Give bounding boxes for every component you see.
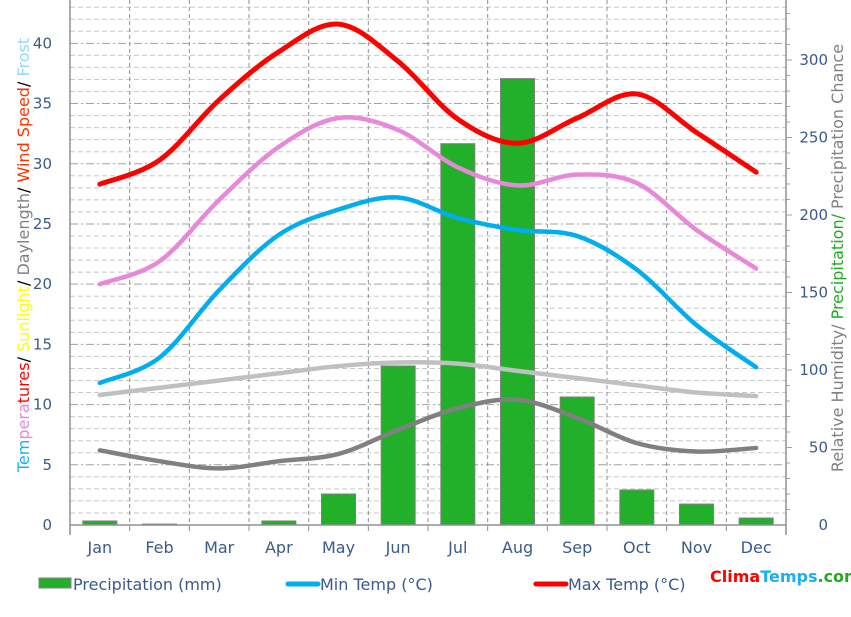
- title-part: Precipitation Chance: [828, 44, 847, 209]
- precipitation-bars: [82, 78, 774, 526]
- legend-precipitation-swatch: [38, 577, 72, 589]
- x-tick-label: Oct: [623, 538, 651, 557]
- x-tick-label: Feb: [145, 538, 173, 557]
- left-axis-title: Temperatures/ Sunlight/ Daylength/ Wind …: [14, 38, 33, 473]
- legend-precipitation-label: Precipitation (mm): [73, 575, 222, 594]
- series-line-min-temp-c: [97, 195, 759, 386]
- right-tick-label: 0: [818, 516, 828, 534]
- left-tick-label: 40: [33, 34, 52, 52]
- precipitation-bar: [380, 365, 416, 526]
- left-tick-label: 30: [33, 155, 52, 173]
- left-tick-label: 25: [33, 215, 52, 233]
- series-lines: [97, 21, 759, 471]
- title-part: Tem: [14, 440, 33, 473]
- legend-max-temp-label: Max Temp (°C): [568, 575, 686, 594]
- grid: [70, 0, 786, 525]
- x-tick-label: Sep: [562, 538, 592, 557]
- x-tick-label: Jan: [86, 538, 112, 557]
- right-axis-title: Relative Humidity/ Precipitation/ Precip…: [828, 44, 847, 472]
- left-tick-label: 35: [33, 95, 52, 113]
- precipitation-bar: [738, 517, 774, 526]
- left-tick-label: 15: [33, 335, 52, 353]
- precipitation-bar: [679, 503, 714, 526]
- x-tick-label: Dec: [741, 538, 772, 557]
- x-tick-label: May: [322, 538, 355, 557]
- title-part: /: [14, 276, 33, 286]
- title-part: Temps: [760, 567, 817, 586]
- left-tick-label: 5: [42, 456, 52, 474]
- title-part: Relative Humidity/: [828, 319, 847, 472]
- series-line-daylength: [97, 360, 759, 399]
- precipitation-bar: [440, 143, 476, 526]
- right-tick-label: 250: [799, 128, 828, 146]
- left-tick-label: 10: [33, 396, 52, 414]
- x-tick-label: Jun: [385, 538, 411, 557]
- x-tick-label: Apr: [265, 538, 293, 557]
- legend: Precipitation (mm) Min Temp (°C) Max Tem…: [38, 575, 686, 594]
- axes: 0 5 10 15 20 25 30 35 40 0 50 100 150 200 250 300 Jan Feb…: [33, 0, 828, 557]
- x-tick-label: Aug: [502, 538, 533, 557]
- title-part: /: [14, 182, 33, 192]
- title-part: /: [14, 352, 33, 362]
- x-tick-label: Jul: [447, 538, 467, 557]
- title-part: Clima: [710, 567, 760, 586]
- series-line-max-temp-c: [97, 21, 759, 187]
- series-line-mean-temp: [97, 115, 759, 287]
- right-tick-label: 50: [809, 438, 828, 456]
- title-part: Daylength: [14, 193, 33, 276]
- series-line-wind-speed: [97, 397, 759, 471]
- right-tick-label: 150: [799, 283, 828, 301]
- right-tick-label: 100: [799, 361, 828, 379]
- title-part: Frost: [14, 38, 33, 77]
- x-tick-label: Mar: [204, 538, 235, 557]
- climatemps-logo: ClimaTemps.com: [710, 567, 851, 586]
- title-part: /: [14, 77, 33, 87]
- title-part: Sunlight: [14, 286, 33, 352]
- x-tick-label: Nov: [681, 538, 712, 557]
- title-part: tures: [14, 362, 33, 403]
- left-tick-label: 0: [42, 516, 52, 534]
- precipitation-bar: [321, 493, 356, 526]
- right-tick-label: 300: [799, 51, 828, 69]
- right-tick-label: 200: [799, 206, 828, 224]
- title-part: .com: [817, 567, 851, 586]
- title-part: pera: [14, 403, 33, 439]
- legend-min-temp-label: Min Temp (°C): [320, 575, 433, 594]
- precipitation-bar: [619, 489, 655, 526]
- title-part: Wind Speed: [14, 87, 33, 182]
- precipitation-bar: [500, 78, 535, 526]
- title-part: Precipitation/: [828, 209, 847, 319]
- left-tick-label: 20: [33, 275, 52, 293]
